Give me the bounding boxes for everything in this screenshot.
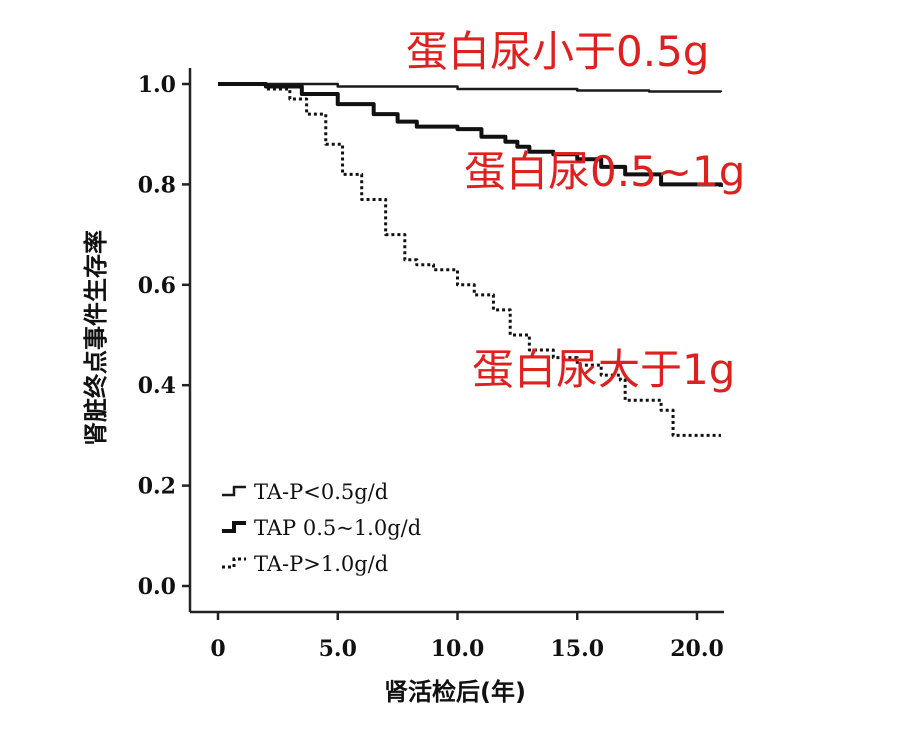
x-tick-label: 0 bbox=[210, 636, 225, 662]
x-axis-title: 肾活检后(年) bbox=[384, 678, 526, 706]
y-axis-title: 肾脏终点事件生存率 bbox=[82, 230, 110, 446]
series-line-3 bbox=[218, 82, 721, 437]
legend-label-2: TAP 0.5~1.0g/d bbox=[254, 516, 421, 540]
legend-symbol-1 bbox=[222, 485, 246, 497]
series-line-1 bbox=[218, 82, 723, 93]
x-tick-label: 15.0 bbox=[550, 636, 604, 662]
legend: TA-P<0.5g/d TAP 0.5~1.0g/d TA-P>1.0g/d bbox=[222, 480, 421, 576]
y-tick-label: 0.0 bbox=[138, 574, 176, 600]
series-group bbox=[218, 82, 723, 437]
annotation-2: 蛋白尿0.5~1g bbox=[464, 147, 745, 196]
legend-symbol-3 bbox=[222, 557, 246, 569]
x-tick-label: 20.0 bbox=[670, 636, 724, 662]
axes: 0.0 0.2 0.4 0.6 0.8 1.0 0 5.0 10.0 15.0 20.0 肾活检后(年… bbox=[82, 68, 724, 706]
x-tick-label: 5.0 bbox=[319, 636, 357, 662]
legend-label-1: TA-P<0.5g/d bbox=[254, 480, 388, 504]
series-line-2 bbox=[218, 82, 723, 187]
y-tick-label: 1.0 bbox=[138, 72, 176, 98]
x-tick-label: 10.0 bbox=[431, 636, 485, 662]
annotation-1: 蛋白尿小于0.5g bbox=[406, 27, 709, 76]
legend-symbol-2 bbox=[222, 521, 246, 533]
legend-label-3: TA-P>1.0g/d bbox=[254, 552, 388, 576]
annotations: 蛋白尿小于0.5g 蛋白尿0.5~1g 蛋白尿大于1g bbox=[406, 27, 745, 394]
annotation-3: 蛋白尿大于1g bbox=[472, 345, 735, 394]
y-tick-label: 0.8 bbox=[138, 172, 176, 198]
y-tick-label: 0.2 bbox=[138, 474, 176, 500]
y-tick-label: 0.6 bbox=[138, 273, 176, 299]
y-tick-label: 0.4 bbox=[138, 373, 176, 399]
